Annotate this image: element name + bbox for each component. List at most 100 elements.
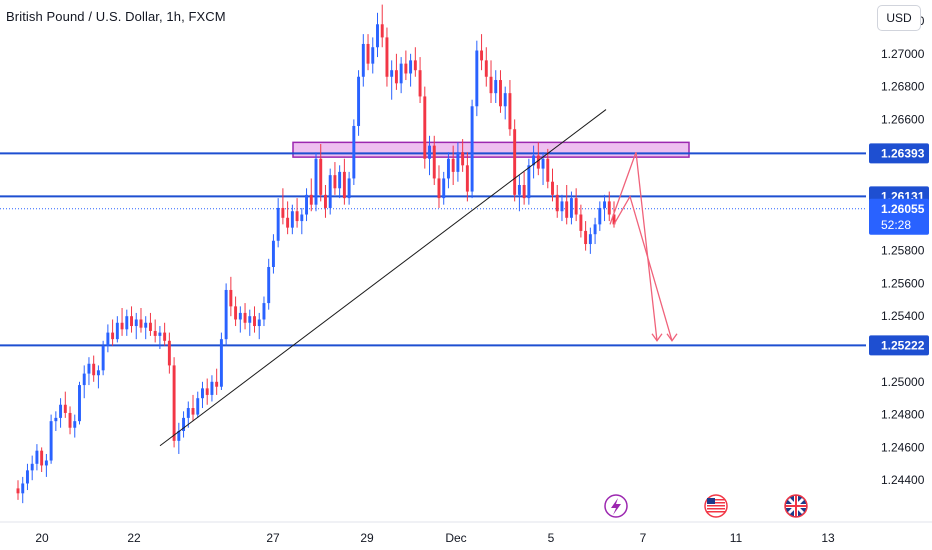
candle — [328, 168, 332, 215]
currency-button[interactable]: USD — [877, 5, 921, 31]
candle-body — [139, 319, 143, 328]
price-levels-layer — [0, 152, 866, 347]
price-tick-label: 1.24400 — [881, 473, 925, 487]
candle-body — [432, 145, 436, 179]
time-tick-label: 29 — [360, 531, 374, 545]
events-layer — [604, 494, 808, 518]
candle-body — [49, 421, 53, 461]
candle — [394, 53, 398, 90]
candle — [390, 60, 394, 100]
candle — [172, 357, 176, 448]
candle-body — [111, 332, 115, 340]
candle-body — [428, 145, 431, 159]
candle-body — [262, 303, 266, 320]
candle — [219, 332, 223, 390]
candle-body — [465, 165, 469, 192]
candle — [63, 391, 67, 418]
candle-body — [494, 80, 498, 94]
candle — [92, 355, 96, 382]
time-axis[interactable]: 20 22 27 29 Dec 5 7 11 13 — [0, 521, 932, 545]
candle — [21, 476, 25, 504]
price-tick-label: 1.24800 — [881, 408, 925, 422]
candle — [167, 332, 171, 374]
price-level-tag-bg — [869, 143, 929, 164]
candle — [276, 198, 280, 248]
candle-body — [295, 211, 299, 222]
price-level-tag-bg — [869, 335, 929, 356]
candle-body — [394, 70, 398, 84]
candle — [555, 185, 559, 218]
candle — [267, 258, 271, 310]
price-tick-label: 1.26800 — [881, 80, 925, 94]
candle — [352, 119, 356, 185]
candle — [111, 319, 115, 346]
candle — [371, 37, 375, 74]
time-tick-label: 22 — [127, 531, 141, 545]
candle-body — [196, 398, 200, 415]
candle — [314, 152, 318, 212]
candle — [451, 145, 455, 185]
candle — [96, 365, 100, 389]
candle-body — [565, 201, 569, 218]
candle-body — [276, 207, 280, 241]
candle-body — [470, 106, 474, 192]
candle-body — [588, 234, 592, 245]
candle-body — [361, 43, 365, 77]
candle — [120, 308, 124, 336]
candle-body — [546, 158, 550, 182]
candle — [574, 188, 578, 222]
candle — [579, 204, 583, 238]
candle — [342, 158, 346, 205]
candle-body — [503, 93, 507, 107]
candle-body — [560, 201, 564, 212]
candle-body — [569, 198, 573, 218]
candle — [224, 283, 228, 346]
candle-body — [40, 450, 44, 466]
time-tick-label: 7 — [640, 531, 647, 545]
candle-body — [234, 306, 238, 320]
candle-body — [163, 332, 167, 341]
candle-body — [87, 363, 91, 374]
candle — [432, 135, 436, 185]
price-axis[interactable]: 1.24400 1.24600 1.24800 1.25000 1.25400 1.256… — [866, 0, 932, 550]
candle-body — [115, 322, 119, 340]
time-tick-label: 27 — [266, 531, 280, 545]
candle — [503, 86, 507, 120]
candle-body — [30, 463, 34, 471]
candle — [522, 171, 526, 205]
candle-body — [489, 76, 493, 94]
uk-flag-event-icon — [784, 494, 808, 518]
candle — [215, 368, 219, 395]
candle — [428, 135, 431, 176]
candle-body — [286, 217, 290, 228]
candle-body — [579, 214, 583, 231]
candle — [607, 191, 611, 222]
candle-body — [461, 152, 465, 166]
candle — [598, 201, 602, 231]
candle — [418, 57, 422, 103]
candle — [319, 144, 323, 202]
candle-body — [385, 37, 389, 77]
candle-body — [219, 339, 223, 387]
drawings-layer — [159, 109, 678, 447]
candle-body — [16, 488, 20, 494]
candle-body — [319, 158, 323, 195]
candle-body — [598, 207, 602, 225]
candle — [475, 40, 479, 117]
candle — [532, 145, 536, 179]
candle-body — [271, 240, 275, 267]
candle — [499, 70, 502, 113]
candle — [442, 171, 446, 205]
candle-body — [82, 373, 86, 386]
candle — [234, 296, 238, 327]
candle — [423, 86, 427, 169]
candle — [603, 194, 607, 222]
candle-body — [63, 404, 67, 413]
candle-body — [257, 319, 261, 327]
candle — [25, 463, 29, 491]
candle — [73, 414, 77, 438]
candle — [413, 47, 417, 77]
trendline — [159, 109, 607, 447]
candle-body — [25, 470, 29, 484]
